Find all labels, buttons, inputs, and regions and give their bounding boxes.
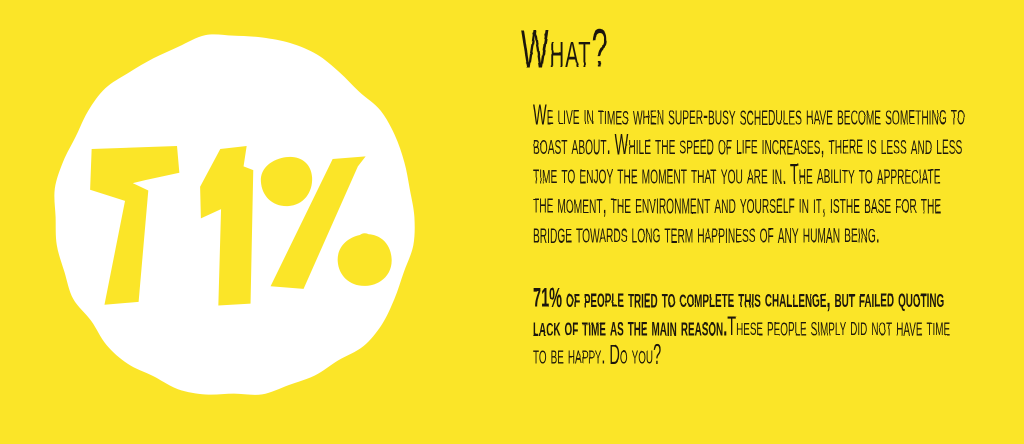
svg-text:What?: What?	[521, 20, 609, 80]
svg-text:We live in times when super-bu: We live in times when super-busy schedul…	[533, 98, 969, 249]
svg-text:71% of people tried to complet: 71% of people tried to complete this cha…	[533, 282, 954, 370]
